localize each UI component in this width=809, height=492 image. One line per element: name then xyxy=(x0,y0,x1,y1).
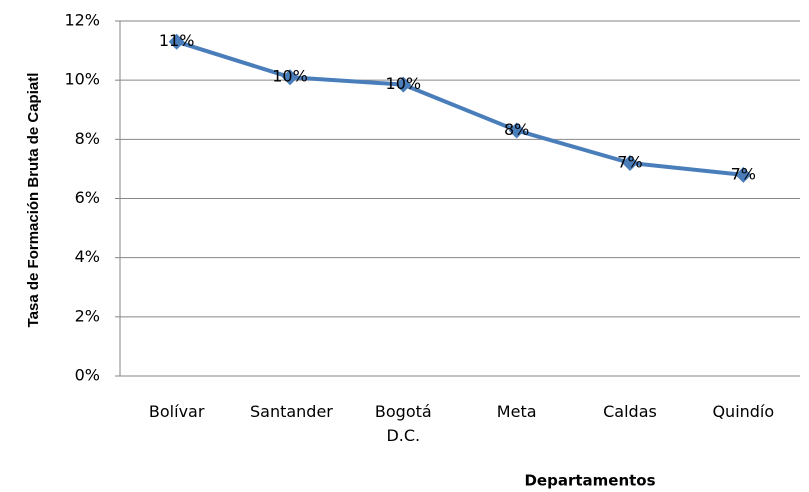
line xyxy=(176,39,744,177)
y-tick-label: 2% xyxy=(75,306,100,325)
marker xyxy=(508,122,525,139)
x-axis-title: Departamentos xyxy=(524,472,655,490)
y-tick-label: 12% xyxy=(64,11,100,30)
y-tick-label: 10% xyxy=(64,70,100,89)
marker xyxy=(168,33,185,50)
x-tick-text: Meta xyxy=(496,402,537,421)
y-tick-label: 8% xyxy=(75,129,100,148)
x-tick-label: Bogotá D.C. xyxy=(347,400,460,448)
x-tick-label: Caldas xyxy=(573,400,686,424)
x-tick-label: Bolívar xyxy=(120,400,233,424)
x-tick-text: Bolívar xyxy=(148,402,205,421)
x-tick-label: Santander xyxy=(233,400,346,424)
y-axis-title: Tasa de Formación Bruta de Capiatl xyxy=(25,73,42,328)
x-tick-text: Santander xyxy=(249,402,333,421)
y-tick-label: 6% xyxy=(75,188,100,207)
x-tick-label: Quindío xyxy=(687,400,800,424)
y-tick-label: 4% xyxy=(75,247,100,266)
data-label: 10% xyxy=(386,74,422,93)
x-tick-text: Quindío xyxy=(712,402,775,421)
data-label: 10% xyxy=(272,67,308,86)
marker xyxy=(395,76,412,93)
marker xyxy=(735,166,752,183)
marker xyxy=(622,155,638,171)
x-tick-label: Meta xyxy=(460,400,573,424)
marker xyxy=(282,69,298,86)
x-tick-text: Bogotá D.C. xyxy=(374,402,432,445)
data-label: 8% xyxy=(504,120,529,139)
data-label: 7% xyxy=(617,153,642,172)
x-tick-text: Caldas xyxy=(603,402,657,421)
data-label: 11% xyxy=(159,31,195,50)
data-label: 7% xyxy=(731,164,756,183)
y-tick-label: 0% xyxy=(75,366,100,385)
